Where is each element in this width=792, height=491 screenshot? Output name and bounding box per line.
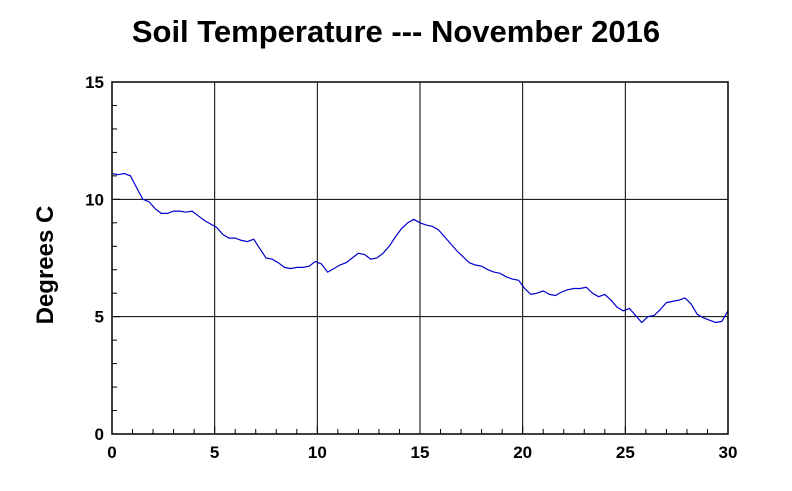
y-tick-labels: 0 5 10 15 (85, 73, 104, 444)
x-tick-label: 10 (308, 443, 327, 462)
plot-frame (111, 81, 729, 435)
x-tick-label: 20 (513, 443, 532, 462)
minor-ticks (111, 81, 729, 435)
x-tick-label: 25 (616, 443, 635, 462)
series-line (111, 172, 729, 324)
x-tick-labels: 0 5 10 15 20 25 30 (107, 443, 737, 462)
x-tick-label: 0 (107, 443, 116, 462)
chart-title: Soil Temperature --- November 2016 (131, 14, 661, 49)
y-tick-label: 15 (85, 73, 104, 92)
y-tick-label: 5 (95, 308, 104, 327)
y-tick-label: 10 (85, 190, 104, 209)
x-tick-label: 5 (210, 443, 219, 462)
series-layer (111, 172, 729, 324)
grid-lines (112, 82, 728, 434)
y-tick-label: 0 (95, 425, 104, 444)
x-tick-label: 30 (719, 443, 738, 462)
x-tick-label: 15 (411, 443, 430, 462)
